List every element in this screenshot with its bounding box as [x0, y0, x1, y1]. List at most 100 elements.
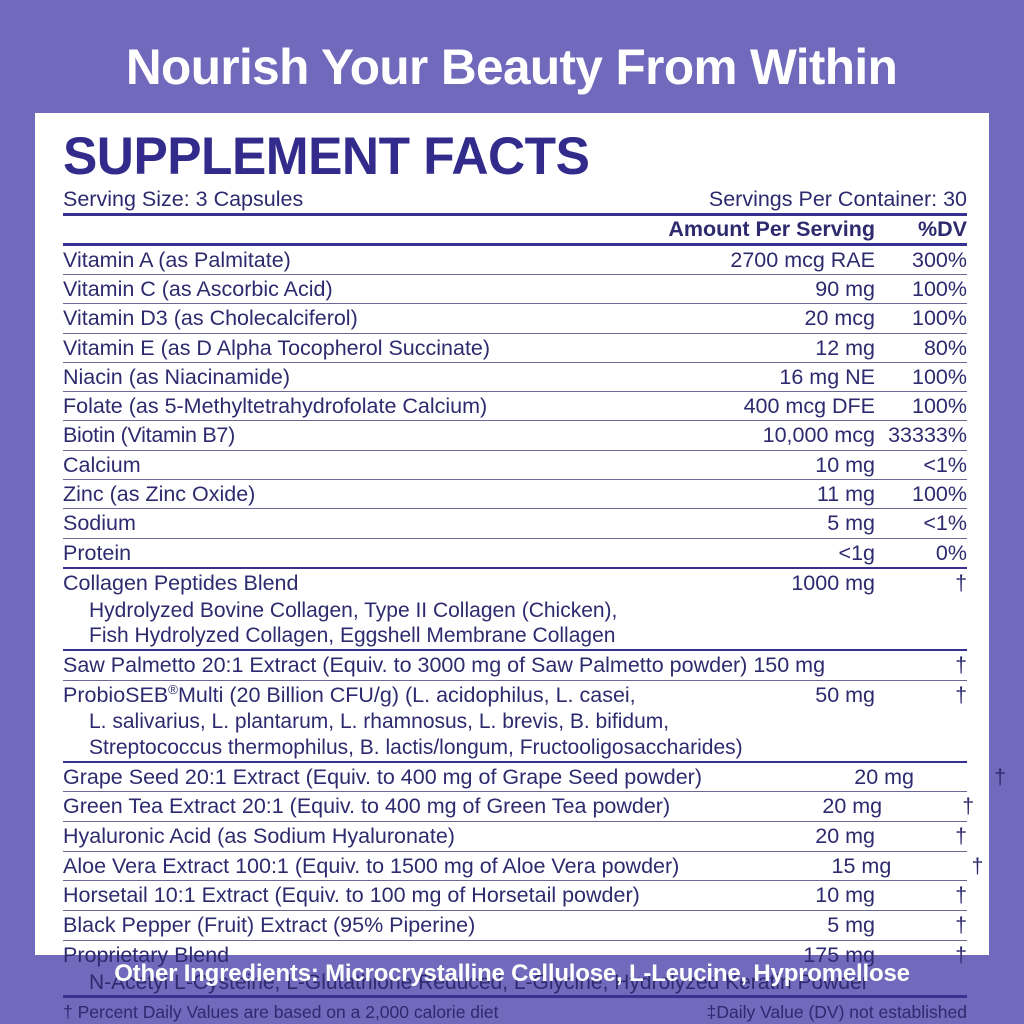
row-divider [63, 648, 967, 651]
ingredient-dv: † [994, 765, 1006, 789]
percent-dv-header: %DV [918, 216, 967, 241]
table-row: Biotin (Vitamin B7) 10,000 mcg 33333% [63, 421, 967, 449]
nutrient-dv: 80% [923, 335, 967, 360]
column-headers: Amount Per Serving %DV [63, 217, 967, 242]
divider-footnotes [63, 995, 967, 999]
row-divider [63, 303, 967, 305]
nutrient-amount: 16 mg NE [779, 364, 875, 389]
serving-size: Serving Size: 3 Capsules [63, 186, 304, 211]
extract-rows: Grape Seed 20:1 Extract (Equiv. to 400 m… [61, 763, 1006, 940]
row-divider [63, 679, 967, 681]
panel-title: SUPPLEMENT FACTS [63, 127, 590, 186]
ingredient-name: Grape Seed 20:1 Extract (Equiv. to 400 m… [63, 764, 702, 789]
footnotes: † Percent Daily Values are based on a 2,… [63, 1002, 967, 1023]
sub-ingredient-line: Streptococcus thermophilus, B. lactis/lo… [89, 735, 743, 759]
ingredient-name: Hyaluronic Acid (as Sodium Hyaluronate) [63, 824, 455, 849]
divider-blends [63, 566, 967, 569]
nutrient-amount: 12 mg [815, 335, 875, 360]
table-row: Grape Seed 20:1 Extract (Equiv. to 400 m… [63, 763, 1006, 792]
nutrient-dv: 100% [912, 482, 967, 507]
table-row: Protein <1g 0% [63, 539, 967, 567]
row-divider [63, 479, 967, 481]
ingredient-dv: † [955, 884, 967, 908]
row-divider [63, 332, 967, 334]
ingredient-dv: † [955, 653, 967, 677]
ingredient-name: Horsetail 10:1 Extract (Equiv. to 100 mg… [63, 883, 640, 908]
ingredient-name: Aloe Vera Extract 100:1 (Equiv. to 1500 … [63, 853, 680, 878]
ingredient-dv: † [955, 825, 967, 849]
probioseb-suffix: Multi (20 Billion CFU/g) (L. acidophilus… [178, 682, 636, 707]
sub-ingredient-line: L. salivarius, L. plantarum, L. rhamnosu… [89, 710, 670, 734]
blend-name: Collagen Peptides Blend [63, 570, 299, 595]
nutrient-amount: 2700 mcg RAE [730, 247, 875, 272]
ingredient-amount: 20 mg [854, 764, 914, 789]
table-row: Calcium 10 mg <1% [63, 451, 967, 479]
blend-amount: 175 mg [803, 942, 875, 967]
nutrient-name: Vitamin D3 (as Cholecalciferol) [63, 306, 358, 331]
table-row: Vitamin E (as D Alpha Tocopherol Succina… [63, 334, 967, 362]
divider-top [63, 212, 967, 216]
ingredient-amount: 10 mg [815, 883, 875, 908]
nutrient-dv: 100% [912, 276, 967, 301]
row-divider [63, 760, 967, 763]
serving-info: Serving Size: 3 Capsules Servings Per Co… [63, 187, 967, 212]
nutrient-dv: 100% [912, 306, 967, 331]
ingredient-amount: 15 mg [831, 853, 892, 878]
other-ingredients: Other Ingredients: Microcrystalline Cell… [114, 960, 910, 987]
row-divider [63, 791, 967, 793]
ingredient-dv: † [962, 795, 975, 819]
sub-ingredient-line: Hydrolyzed Bovine Collagen, Type II Coll… [89, 598, 618, 622]
table-row: Zinc (as Zinc Oxide) 11 mg 100% [63, 480, 967, 508]
row-divider [63, 910, 967, 912]
table-row: Horsetail 10:1 Extract (Equiv. to 100 mg… [63, 881, 967, 910]
row-divider [63, 391, 967, 393]
row-divider [63, 273, 967, 275]
row-divider [63, 880, 967, 882]
table-row: Green Tea Extract 20:1 (Equiv. to 400 mg… [63, 792, 974, 821]
sub-ingredient-line: N-Acetyl L-Cysteine, L-Glutathione Reduc… [89, 970, 869, 994]
blend-amount: 1000 mg [791, 570, 875, 595]
table-row: Collagen Peptides Blend 1000 mg † [63, 569, 967, 598]
table-row: Vitamin C (as Ascorbic Acid) 90 mg 100% [63, 275, 967, 303]
table-row: Saw Palmetto 20:1 Extract (Equiv. to 300… [63, 651, 967, 680]
ingredient-amount: 20 mg [822, 794, 883, 819]
table-row: Black Pepper (Fruit) Extract (95% Piperi… [63, 911, 967, 940]
nutrient-amount: 5 mg [827, 511, 875, 536]
nutrient-amount: 10,000 mcg [762, 423, 875, 448]
table-row: Proprietary Blend 175 mg † [63, 941, 967, 970]
column-header-spacer [63, 217, 663, 242]
nutrient-amount: 20 mcg [804, 306, 875, 331]
row-divider [63, 939, 967, 941]
nutrient-name: Protein [63, 540, 132, 565]
banner-title: Nourish Your Beauty From Within [126, 39, 898, 95]
supplement-facts-panel: SUPPLEMENT FACTS Serving Size: 3 Capsule… [35, 113, 1006, 1022]
row-divider [63, 449, 967, 451]
sub-ingredient-line: Fish Hydrolyzed Collagen, Eggshell Membr… [89, 624, 616, 648]
servings-per-container: Servings Per Container: 30 [708, 186, 967, 211]
nutrient-dv: <1% [923, 511, 967, 536]
nutrient-amount: <1g [838, 540, 875, 565]
nutrient-amount: 11 mg [816, 482, 875, 507]
divider-headers [63, 242, 967, 246]
row-divider [63, 508, 967, 510]
table-row: ProbioSEB®Multi (20 Billion CFU/g) (L. a… [63, 681, 967, 710]
blend-dv: † [955, 571, 967, 595]
ingredient-name: Saw Palmetto 20:1 Extract (Equiv. to 300… [63, 652, 826, 677]
table-row: Folate (as 5-Methyltetrahydrofolate Calc… [63, 392, 967, 420]
table-row: Niacin (as Niacinamide) 16 mg NE 100% [63, 363, 967, 391]
nutrient-name: Vitamin C (as Ascorbic Acid) [63, 276, 333, 301]
nutrient-dv: 100% [912, 394, 967, 419]
nutrient-dv: 100% [912, 364, 967, 389]
nutrient-rows: Vitamin A (as Palmitate) 2700 mcg RAE 30… [61, 246, 969, 567]
nutrient-amount: 90 mg [815, 276, 875, 301]
blend-name: Proprietary Blend [63, 942, 230, 967]
table-row: Sodium 5 mg <1% [63, 509, 967, 537]
ingredient-name: Black Pepper (Fruit) Extract (95% Piperi… [63, 913, 476, 938]
ingredient-dv: † [955, 914, 967, 938]
nutrient-amount: 400 mcg DFE [743, 394, 875, 419]
amount-per-serving-header: Amount Per Serving [668, 216, 875, 241]
probioseb-prefix: ProbioSEB [63, 682, 169, 707]
ingredient-amount: 20 mg [815, 824, 875, 849]
table-row: Vitamin D3 (as Cholecalciferol) 20 mcg 1… [63, 304, 967, 332]
